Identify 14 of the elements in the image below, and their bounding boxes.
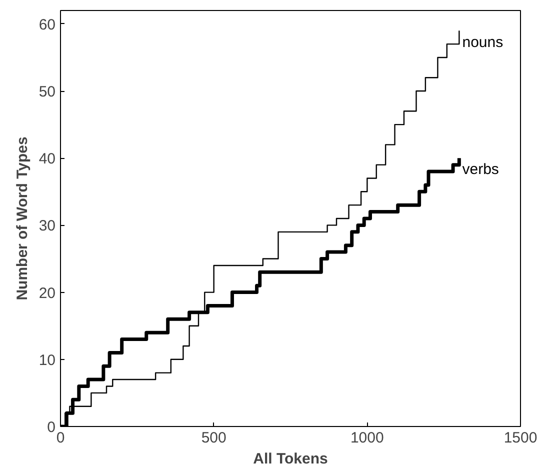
y-axis-title: Number of Word Types <box>14 136 31 300</box>
y-tick-label: 10 <box>38 352 56 369</box>
x-axis-title: All Tokens <box>253 450 328 468</box>
series-label: nouns <box>462 34 504 51</box>
y-tick-label: 50 <box>38 84 56 101</box>
y-tick-label: 40 <box>38 150 56 168</box>
y-tick-label: 30 <box>38 218 56 235</box>
x-tick-label: 500 <box>201 430 226 446</box>
y-tick-label: 60 <box>38 16 56 34</box>
x-tick-label: 1500 <box>504 430 538 446</box>
series-label: verbs <box>462 161 499 178</box>
x-tick-label: 1000 <box>350 430 384 446</box>
y-tick-label: 20 <box>38 284 56 302</box>
y-tick-label: 0 <box>47 419 56 436</box>
